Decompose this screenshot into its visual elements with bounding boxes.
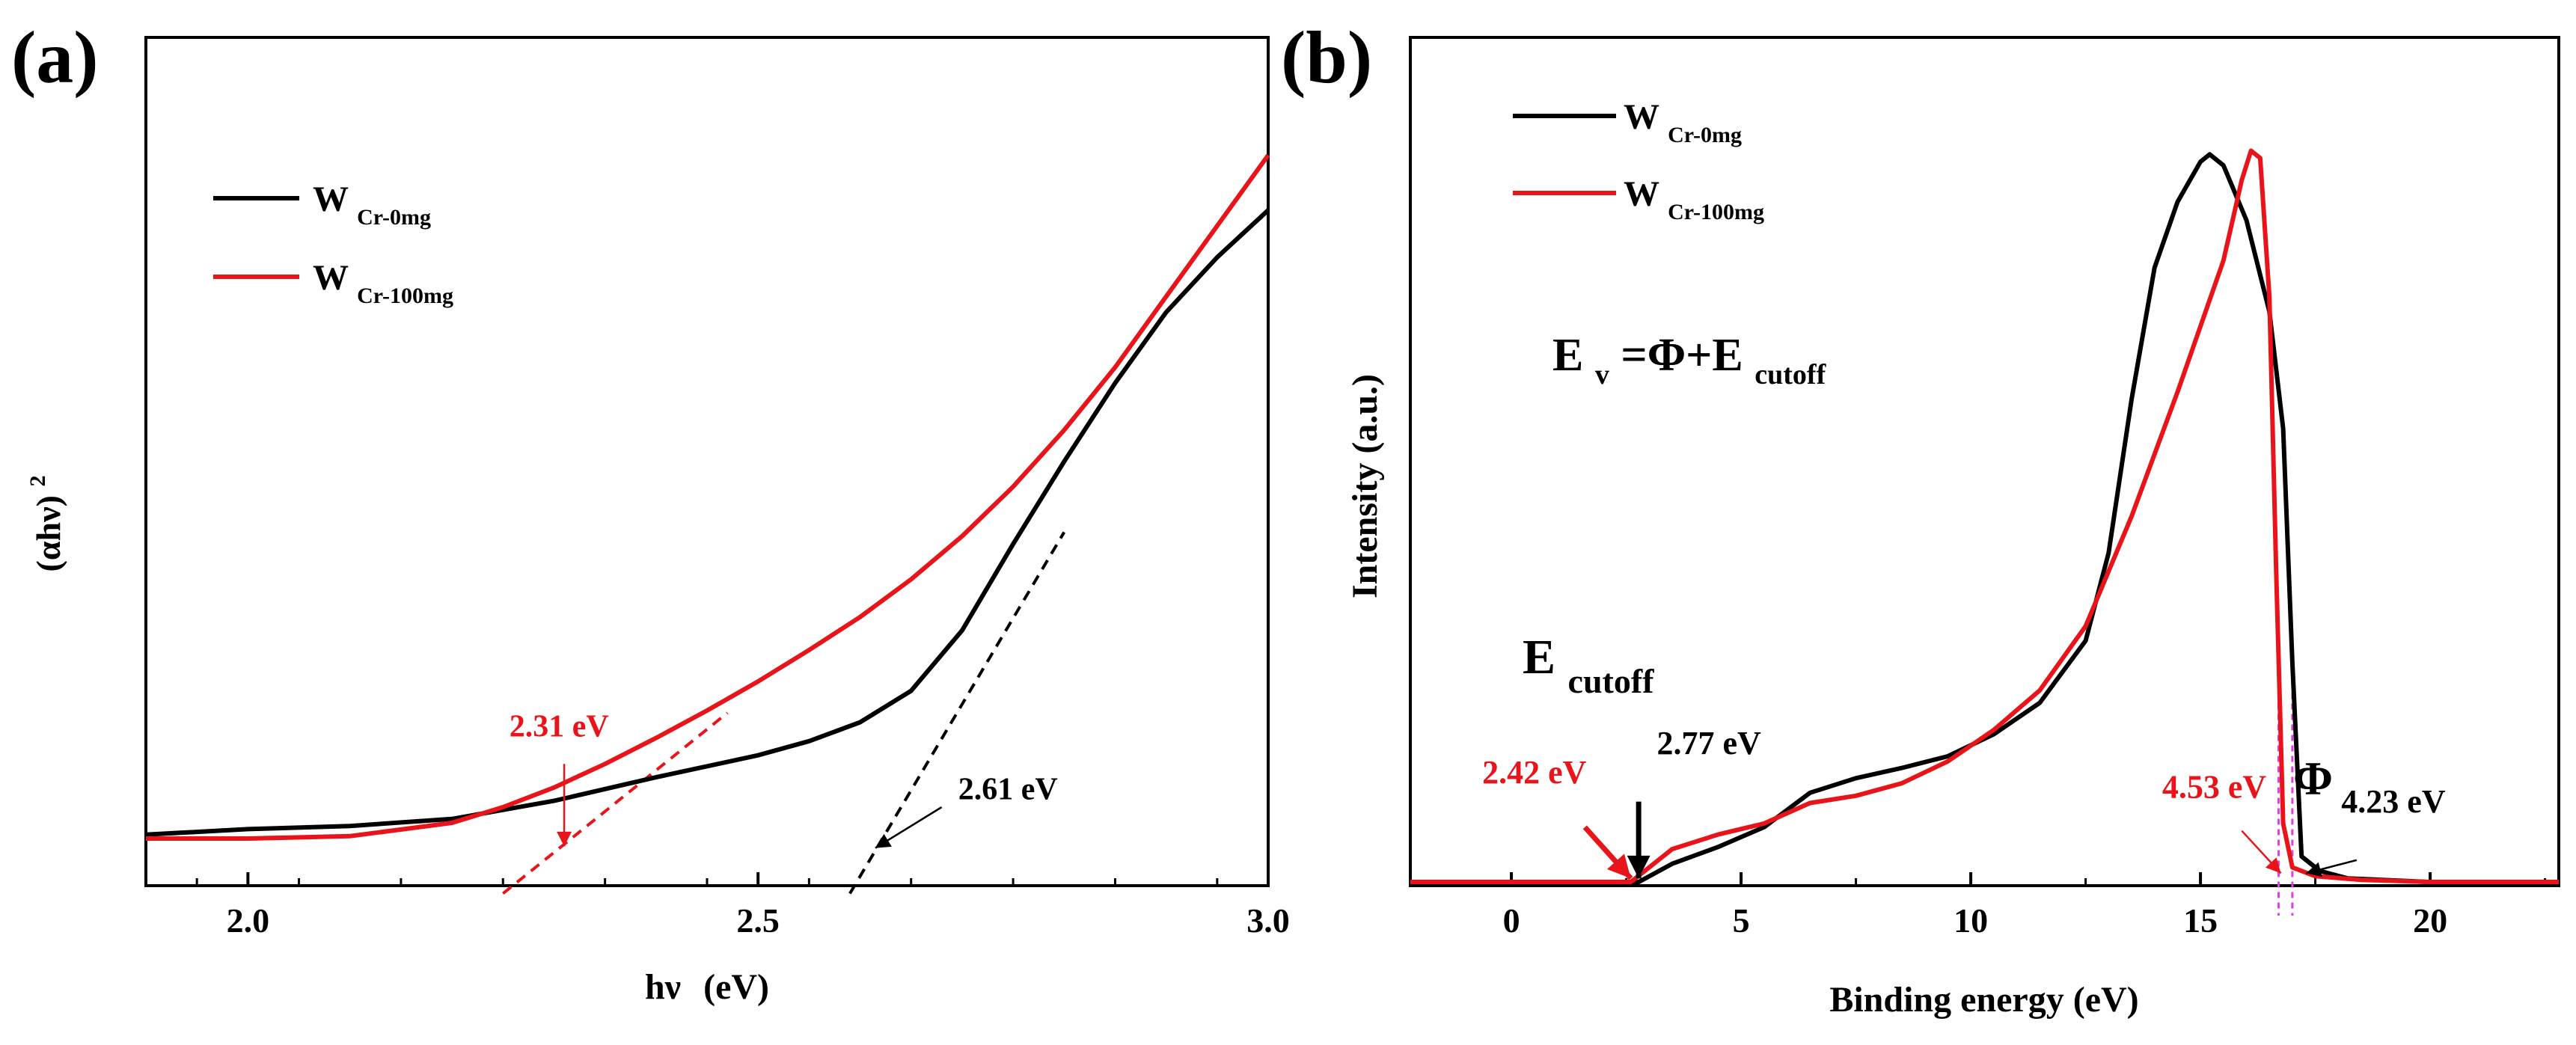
panel-a-label: (a) <box>11 16 99 99</box>
x-axis-a: 2.0 2.5 3.0 <box>195 872 1290 940</box>
x-tick-label-b-0: 0 <box>1503 901 1520 940</box>
x-tick-label-a-2: 3.0 <box>1246 901 1290 940</box>
x-tick-label-b-3: 15 <box>2183 901 2218 940</box>
y-axis-a-label-base: (αhν) <box>29 495 67 571</box>
legend-a: W Cr-0mg W Cr-100mg <box>213 180 453 308</box>
annotation-b-3: 4.23 eV <box>2341 783 2446 820</box>
equation-a-sub: v <box>1595 359 1609 390</box>
legend-a-entry-0: W Cr-0mg <box>313 180 431 230</box>
legend-a-entry-1-sub: Cr-100mg <box>357 284 453 308</box>
annotations-b: 2.42 eV 2.77 eV 4.53 eV 4.23 eV <box>1482 725 2446 820</box>
series-b <box>1410 148 2559 885</box>
equation-b-sub: cutoff <box>1754 359 1826 390</box>
arrows-b <box>1582 801 2358 880</box>
series-a <box>145 153 1270 841</box>
legend-a-entry-0-base: W <box>313 180 349 219</box>
annotation-a-arrowhead-0 <box>557 831 572 847</box>
legend-b-entry-0-sub: Cr-0mg <box>1668 123 1742 147</box>
series-b-line-1 <box>1410 148 2559 885</box>
legend-b-entry-1-base: W <box>1624 174 1659 214</box>
tangent-line-a-0 <box>502 711 729 895</box>
plot-b-frame <box>1409 36 2560 887</box>
legend-b-entry-1-sub: Cr-100mg <box>1668 200 1764 224</box>
legend-a-entry-1: W Cr-100mg <box>313 258 453 308</box>
plot-a-frame <box>144 36 1270 887</box>
ecutoff-label-sub: cutoff <box>1568 662 1655 700</box>
x-axis-a-label: hν (eV) <box>645 967 769 1007</box>
series-b-line-0 <box>1410 152 2559 885</box>
arrowhead-b-2 <box>2265 857 2281 874</box>
annotation-a-1: 2.61 eV <box>958 773 1058 807</box>
panel-a: (a) 2.0 2.5 3.0 2.31 eV 2.61 eV W Cr-0mg W … <box>11 16 1290 1007</box>
panel-b: (b) 0 5 10 15 20 2.42 eV 2.77 eV 4.53 eV 4.23 e… <box>1281 16 2560 1020</box>
x-axis-a-label-unit: (eV) <box>703 967 769 1007</box>
legend-b-entry-0-base: W <box>1624 97 1659 137</box>
x-tick-label-b-2: 10 <box>1954 901 1988 940</box>
annotation-a-arrowhead-1 <box>875 833 892 848</box>
panel-b-label: (b) <box>1281 16 1372 99</box>
legend-b-entry-0: W Cr-0mg <box>1624 97 1742 147</box>
equation: E v =Φ+E cutoff <box>1552 330 1827 394</box>
series-a-line-0 <box>145 208 1270 837</box>
legend-a-entry-1-base: W <box>313 258 349 298</box>
y-axis-b-label: Intensity (a.u.) <box>1345 374 1385 598</box>
equation-a: E <box>1552 330 1583 381</box>
equation-b: =Φ+E <box>1621 330 1743 381</box>
x-tick-label-a-1: 2.5 <box>736 901 780 940</box>
annotation-b-2: 4.53 eV <box>2162 769 2267 806</box>
x-tick-label-a-0: 2.0 <box>227 901 270 940</box>
annotation-b-0: 2.42 eV <box>1482 754 1587 791</box>
legend-a-entry-0-sub: Cr-0mg <box>357 205 431 230</box>
x-axis-a-label-main: hν <box>645 967 681 1007</box>
arrowhead-b-3 <box>2306 862 2322 877</box>
x-tick-label-b-1: 5 <box>1733 901 1750 940</box>
y-axis-a-label-sup: 2 <box>25 476 50 487</box>
legend-b-entry-1: W Cr-100mg <box>1624 174 1764 224</box>
ecutoff-label-base: E <box>1523 630 1555 684</box>
x-tick-label-b-4: 20 <box>2413 901 2447 940</box>
arrowhead-b-0 <box>1606 854 1631 879</box>
arrowhead-b-1 <box>1627 855 1650 879</box>
phi-label: Φ <box>2293 752 2333 805</box>
y-axis-a-label: (αhν) 2 <box>25 476 67 572</box>
series-a-line-1 <box>146 153 1270 841</box>
x-axis-b-label: Binding energy (eV) <box>1829 980 2138 1020</box>
tangent-line-a-1 <box>848 531 1065 895</box>
legend-b: W Cr-0mg W Cr-100mg <box>1513 97 1764 224</box>
ecutoff-label: E cutoff <box>1523 630 1654 700</box>
x-axis-b: 0 5 10 15 20 <box>1503 872 2547 940</box>
annotation-a-0: 2.31 eV <box>510 710 609 744</box>
annotations-a: 2.31 eV 2.61 eV <box>510 710 1058 849</box>
tangent-lines-a <box>502 531 1065 895</box>
annotation-b-1: 2.77 eV <box>1656 725 1761 761</box>
